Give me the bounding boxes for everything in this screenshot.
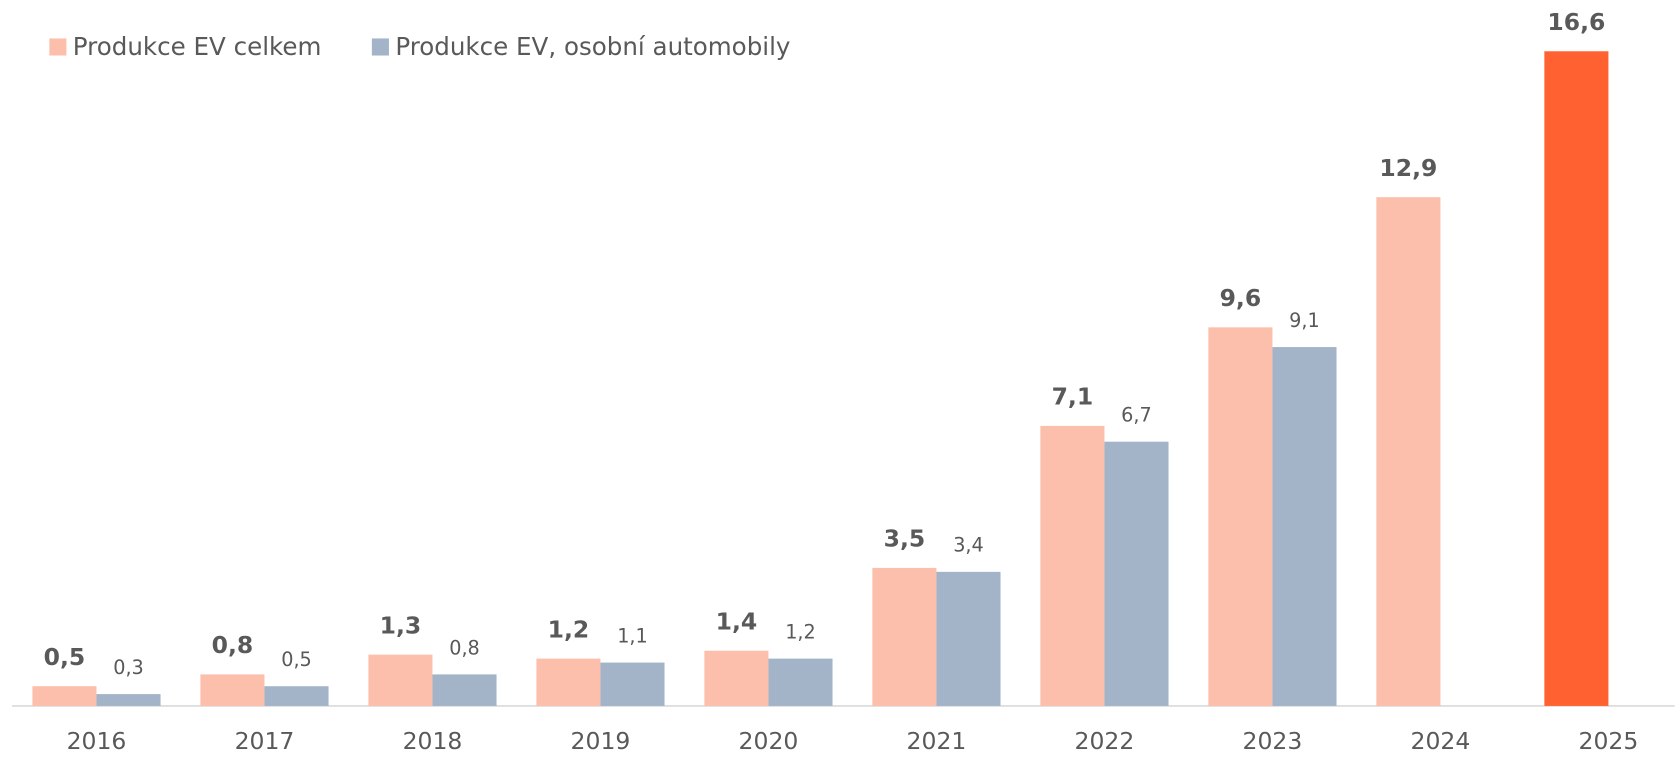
data-label: 1,2 <box>785 620 816 643</box>
data-label: 9,1 <box>1289 309 1320 332</box>
bar <box>768 658 833 706</box>
bar <box>936 571 1001 706</box>
legend-swatch <box>49 38 67 56</box>
x-tick-label: 2020 <box>739 727 799 754</box>
data-label: 1,2 <box>548 615 590 643</box>
data-label: 1,3 <box>380 611 422 639</box>
bar <box>264 686 329 706</box>
x-tick-label: 2021 <box>907 727 967 754</box>
bar <box>96 694 161 706</box>
bar <box>1104 441 1169 706</box>
x-tick-label: 2019 <box>571 727 631 754</box>
data-label: 3,5 <box>884 525 926 553</box>
data-label: 0,5 <box>44 643 86 671</box>
data-label: 1,1 <box>617 624 648 647</box>
bar <box>368 654 433 706</box>
data-label: 9,6 <box>1220 284 1262 312</box>
data-label: 0,8 <box>449 636 480 659</box>
bar <box>872 567 937 706</box>
bar <box>536 658 601 706</box>
data-label: 16,6 <box>1547 8 1605 36</box>
x-tick-label: 2016 <box>67 727 127 754</box>
bar <box>32 686 97 706</box>
bar <box>1040 425 1105 706</box>
bar <box>704 650 769 706</box>
data-label: 6,7 <box>1121 404 1152 427</box>
legend-label: Produkce EV, osobní automobily <box>395 32 790 61</box>
x-tick-label: 2018 <box>403 727 463 754</box>
data-label: 3,4 <box>953 534 984 557</box>
bar <box>1376 197 1441 706</box>
bar <box>1272 347 1337 706</box>
bar <box>1544 51 1609 706</box>
data-label: 0,5 <box>281 648 312 671</box>
data-label: 7,1 <box>1052 383 1094 411</box>
x-tick-label: 2017 <box>235 727 295 754</box>
data-label: 0,8 <box>212 631 254 659</box>
bar <box>200 674 265 706</box>
x-tick-label: 2024 <box>1411 727 1471 754</box>
legend-swatch <box>371 38 389 56</box>
bar <box>600 662 665 706</box>
bar <box>432 674 497 706</box>
data-label: 1,4 <box>716 607 758 635</box>
data-label: 0,3 <box>113 656 144 679</box>
bar <box>1208 327 1273 706</box>
x-tick-label: 2023 <box>1243 727 1303 754</box>
x-tick-label: 2022 <box>1075 727 1135 754</box>
data-label: 12,9 <box>1379 154 1437 182</box>
legend-label: Produkce EV celkem <box>73 32 322 61</box>
x-tick-label: 2025 <box>1579 727 1639 754</box>
